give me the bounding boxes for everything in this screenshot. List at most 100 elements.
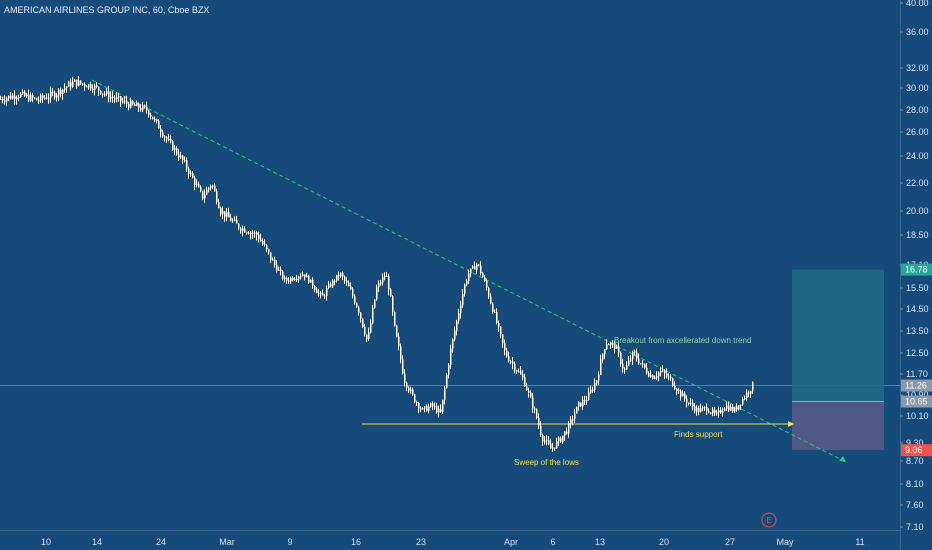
candle-body (644, 363, 646, 368)
candle-body (154, 119, 156, 121)
x-tick-label: 10 (41, 537, 51, 547)
candle-body (64, 87, 66, 90)
candle-body (440, 408, 442, 413)
candle-body (662, 370, 664, 372)
candle-body (164, 136, 166, 138)
candle-body (300, 276, 302, 278)
candle-body (196, 184, 198, 186)
candle-body (600, 359, 602, 375)
candle-body (390, 289, 392, 297)
candle-body (588, 392, 590, 401)
candle-body (278, 269, 280, 271)
candle-body (342, 273, 344, 277)
candle-body (230, 217, 232, 222)
candle-body (294, 279, 296, 281)
candle-body (146, 106, 148, 111)
candle-body (356, 303, 358, 308)
candle-body (750, 391, 752, 394)
price-badge (901, 379, 932, 392)
candle-body (628, 360, 630, 366)
y-tick-label: 40.00 (906, 0, 929, 8)
candle-body (452, 339, 454, 349)
candle-body (26, 94, 28, 96)
candle-body (256, 232, 258, 235)
candle-body (32, 95, 34, 98)
candle-body (106, 91, 108, 94)
candle-body (94, 85, 96, 90)
candle-body (318, 292, 320, 294)
y-tick-label: 32.00 (906, 63, 929, 73)
candle-body (76, 79, 78, 86)
candle-body (626, 365, 628, 370)
candle-body (36, 98, 38, 101)
candle-body (748, 392, 750, 394)
price-badge-label: 9.06 (905, 445, 923, 455)
candle-body (338, 275, 340, 277)
candle-body (652, 375, 654, 379)
candle-body (86, 86, 88, 88)
annotation-support: Finds support (674, 430, 723, 439)
candle-body (488, 287, 490, 297)
candle-body (622, 363, 624, 369)
candle-body (646, 367, 648, 374)
candle-body (248, 232, 250, 234)
candle-body (308, 275, 310, 283)
candle-body (56, 95, 58, 98)
candle-body (548, 440, 550, 445)
candle-body (378, 283, 380, 288)
candle-body (438, 408, 440, 413)
candle-body (30, 95, 32, 101)
candle-body (542, 435, 544, 442)
candle-body (48, 97, 50, 99)
candle-body (680, 390, 682, 397)
overlays (0, 79, 900, 463)
candle-body (484, 277, 486, 282)
candle-body (500, 326, 502, 335)
candle-body (392, 296, 394, 312)
candle-body (4, 100, 6, 102)
candle-body (88, 84, 90, 88)
candle-body (52, 91, 54, 93)
candle-body (266, 245, 268, 250)
price-badge (901, 263, 932, 276)
candle-body (232, 220, 234, 222)
candle-body (234, 219, 236, 221)
candle-body (688, 402, 690, 404)
x-tick-label: 9 (287, 537, 292, 547)
candle-body (578, 402, 580, 407)
candle-body (136, 103, 138, 106)
candle-body (676, 388, 678, 392)
candle-body (404, 373, 406, 383)
candle-body (96, 85, 98, 87)
candle-body (382, 277, 384, 283)
y-tick-label: 26.00 (906, 127, 929, 137)
candle-body (648, 373, 650, 377)
candle-body (216, 191, 218, 202)
candle-body (554, 447, 556, 449)
candle-body (346, 280, 348, 283)
y-tick-label: 24.00 (906, 151, 929, 161)
price-badge-label: 11.26 (905, 381, 927, 391)
candle-body (186, 160, 188, 169)
candle-body (40, 95, 42, 101)
candle-body (156, 119, 158, 122)
candle-body (184, 160, 186, 162)
candle-body (492, 303, 494, 313)
candle-body (560, 437, 562, 443)
candle-body (206, 189, 208, 195)
candle-body (302, 274, 304, 277)
candle-body (322, 293, 324, 296)
candle-body (594, 383, 596, 390)
candle-body (582, 400, 584, 407)
candle-body (122, 101, 124, 103)
candle-body (176, 148, 178, 154)
candle-body (718, 410, 720, 413)
candle-body (104, 93, 106, 95)
y-tick-label: 22.00 (906, 178, 929, 188)
candle-body (148, 110, 150, 115)
candle-body (370, 322, 372, 333)
candle-body (218, 201, 220, 209)
candle-body (200, 187, 202, 191)
candle-body (46, 97, 48, 99)
candle-body (112, 96, 114, 98)
